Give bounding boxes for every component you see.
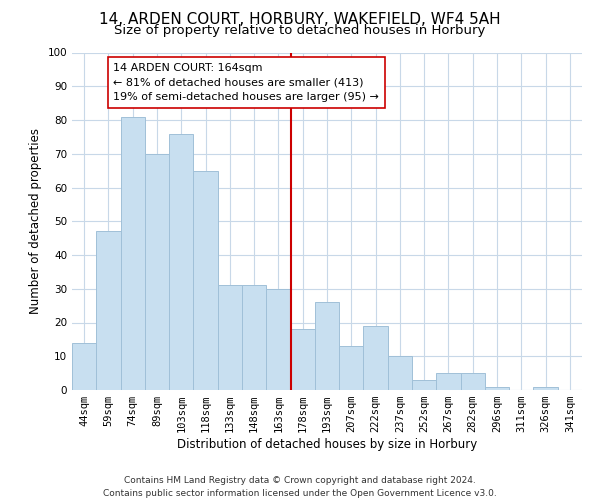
Bar [290,329,315,390]
Bar [266,289,290,390]
Bar [388,356,412,390]
Bar [315,302,339,390]
Bar [339,346,364,390]
Bar [533,386,558,390]
Bar [169,134,193,390]
Bar [218,286,242,390]
Bar [436,373,461,390]
Bar [485,386,509,390]
Bar [364,326,388,390]
Bar [145,154,169,390]
Text: 14 ARDEN COURT: 164sqm
← 81% of detached houses are smaller (413)
19% of semi-de: 14 ARDEN COURT: 164sqm ← 81% of detached… [113,62,379,102]
Y-axis label: Number of detached properties: Number of detached properties [29,128,42,314]
Text: Contains HM Land Registry data © Crown copyright and database right 2024.
Contai: Contains HM Land Registry data © Crown c… [103,476,497,498]
Bar [242,286,266,390]
Text: Size of property relative to detached houses in Horbury: Size of property relative to detached ho… [115,24,485,37]
Bar [72,343,96,390]
Bar [461,373,485,390]
Bar [121,116,145,390]
X-axis label: Distribution of detached houses by size in Horbury: Distribution of detached houses by size … [177,438,477,451]
Bar [96,232,121,390]
Bar [193,170,218,390]
Bar [412,380,436,390]
Text: 14, ARDEN COURT, HORBURY, WAKEFIELD, WF4 5AH: 14, ARDEN COURT, HORBURY, WAKEFIELD, WF4… [99,12,501,28]
